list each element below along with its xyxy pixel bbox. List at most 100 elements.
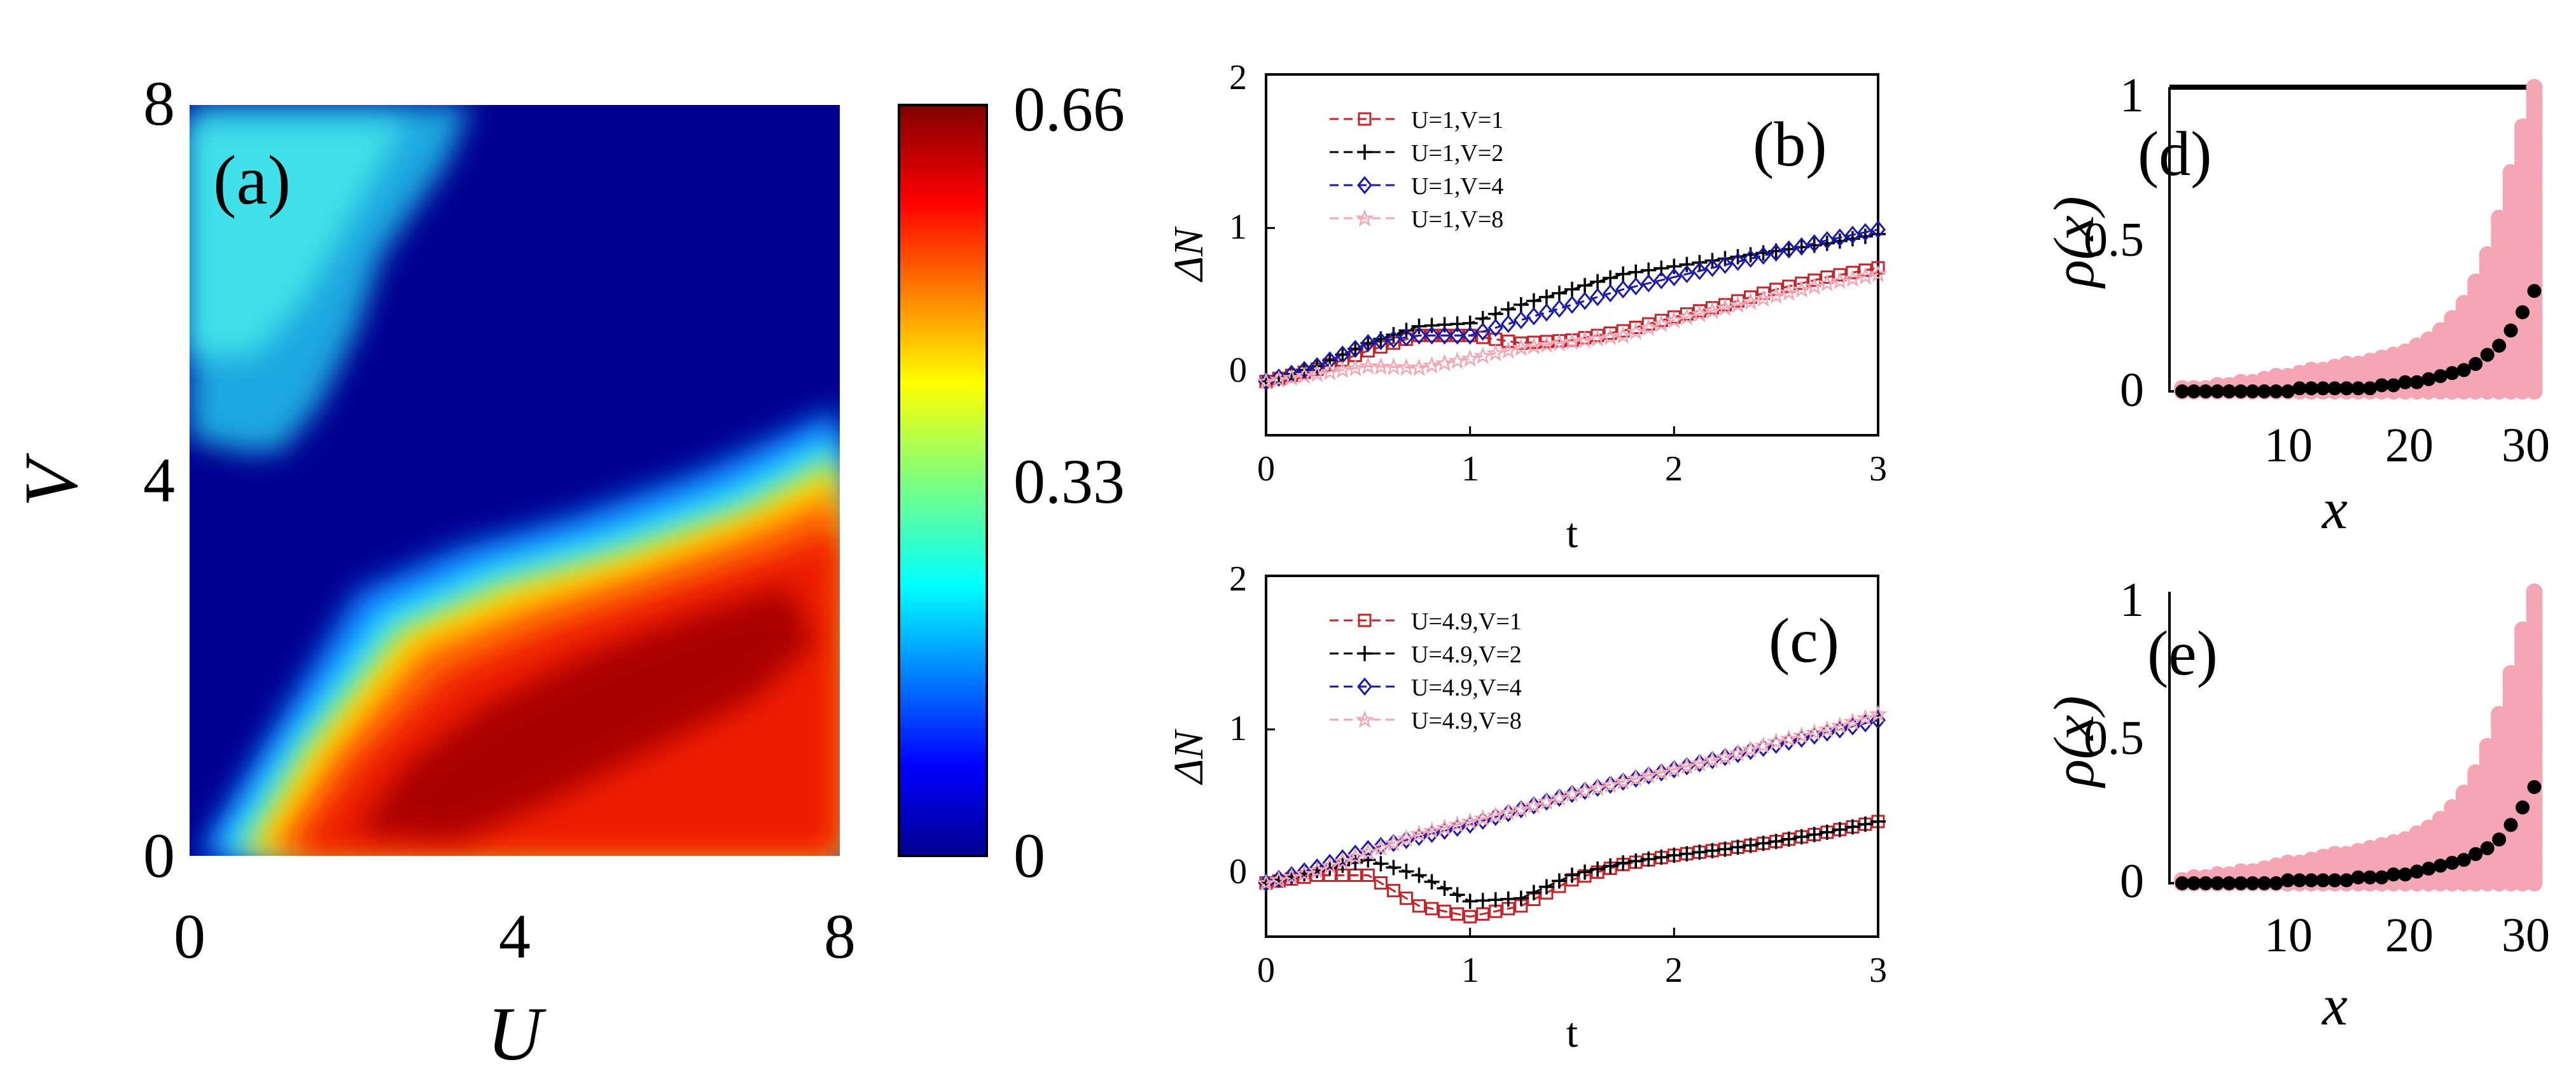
series-marker-U=4.9,V=2 bbox=[1743, 837, 1758, 853]
heatmap-region-darkred bbox=[356, 585, 814, 840]
series-marker-U=4.9,V=1 bbox=[1374, 876, 1388, 890]
mean-point bbox=[2339, 873, 2354, 888]
mean-point bbox=[2187, 384, 2201, 398]
series-marker-U=1,V=4 bbox=[1347, 339, 1363, 358]
panel-c-xtick-1: 1 bbox=[1461, 951, 1479, 990]
series-marker-U=1,V=4 bbox=[1475, 322, 1491, 341]
panel-e-ylabel: ρ(x) bbox=[2043, 695, 2106, 788]
series-marker-U=1,V=4 bbox=[1322, 351, 1338, 370]
panel-b: 2 1 0 0 1 2 3 t ΔN (b) U=1,V=1 U=1,V=2 U=1… bbox=[1166, 58, 1888, 557]
mean-point bbox=[2234, 876, 2248, 890]
series-marker-U=1,V=2 bbox=[1500, 302, 1516, 318]
series-marker-U=1,V=8 bbox=[1703, 302, 1722, 319]
panel-c-ylabel: ΔN bbox=[1166, 729, 1212, 786]
series-marker-U=1,V=8 bbox=[1818, 274, 1837, 292]
spread-point bbox=[2526, 583, 2543, 600]
series-marker-U=1,V=4 bbox=[1487, 318, 1503, 337]
series-marker-U=1,V=8 bbox=[1869, 265, 1888, 283]
legend-label-U=1,V=2: U=1,V=2 bbox=[1411, 140, 1503, 167]
series-marker-U=1,V=1 bbox=[1641, 317, 1655, 331]
mean-point bbox=[2339, 381, 2354, 396]
mean-point bbox=[2445, 855, 2460, 870]
series-marker-U=1,V=2 bbox=[1666, 258, 1682, 274]
mean-point bbox=[2492, 339, 2507, 353]
series-marker-U=1,V=8 bbox=[1524, 337, 1543, 355]
series-marker-U=1,V=8 bbox=[1473, 346, 1493, 365]
series-marker-U=1,V=8 bbox=[1333, 360, 1352, 379]
series-marker-U=4.9,V=8 bbox=[1512, 800, 1531, 818]
series-line-U=1,V=4 bbox=[1265, 228, 1879, 383]
series-marker-U=1,V=2 bbox=[1513, 297, 1529, 312]
series-marker-U=1,V=4 bbox=[1768, 243, 1784, 262]
series-marker-U=4.9,V=4 bbox=[1284, 866, 1300, 884]
panel-b-ytick-1: 1 bbox=[1229, 207, 1247, 247]
series-marker-U=4.9,V=8 bbox=[1639, 766, 1658, 784]
mean-point bbox=[2374, 378, 2389, 393]
legend-label-U=4.9,V=4: U=4.9,V=4 bbox=[1411, 674, 1522, 701]
series-marker-U=4.9,V=8 bbox=[1843, 712, 1862, 730]
series-marker-U=1,V=4 bbox=[1462, 326, 1478, 345]
series-marker-U=1,V=8 bbox=[1512, 338, 1531, 356]
series-marker-U=4.9,V=2 bbox=[1654, 849, 1669, 865]
mean-point bbox=[2304, 873, 2318, 888]
panel-d-xtick-20: 20 bbox=[2385, 419, 2433, 472]
series-marker-U=4.9,V=8 bbox=[1282, 867, 1301, 885]
series-marker-U=4.9,V=4 bbox=[1322, 853, 1338, 872]
series-marker-U=1,V=8 bbox=[1295, 366, 1314, 384]
mean-point bbox=[2516, 305, 2530, 319]
series-marker-U=1,V=4 bbox=[1717, 255, 1733, 274]
series-marker-U=4.9,V=8 bbox=[1307, 861, 1326, 879]
mean-point bbox=[2480, 841, 2495, 856]
series-marker-U=4.9,V=1 bbox=[1438, 904, 1452, 918]
panel-b-ytick-2: 2 bbox=[1229, 58, 1247, 97]
series-marker-U=1,V=2 bbox=[1411, 318, 1427, 334]
series-marker-U=4.9,V=8 bbox=[1792, 726, 1811, 744]
series-marker-U=4.9,V=8 bbox=[1333, 852, 1352, 870]
series-marker-U=4.9,V=2 bbox=[1679, 846, 1695, 862]
series-marker-U=4.9,V=8 bbox=[1499, 803, 1518, 821]
series-marker-U=1,V=8 bbox=[1563, 332, 1582, 350]
panel-e-xlabel: x bbox=[2321, 974, 2348, 1037]
panel-c-ytick-1: 1 bbox=[1229, 709, 1247, 748]
series-marker-U=4.9,V=2 bbox=[1373, 856, 1389, 872]
series-marker-U=4.9,V=8 bbox=[1473, 809, 1493, 827]
panel-b-axes bbox=[1265, 73, 1879, 437]
series-marker-U=1,V=4 bbox=[1628, 277, 1644, 296]
series-marker-U=4.9,V=8 bbox=[1830, 716, 1849, 734]
series-marker-U=1,V=4 bbox=[1500, 314, 1516, 333]
mean-point bbox=[2281, 873, 2295, 888]
panel-d-label: (d) bbox=[2138, 118, 2212, 189]
mean-point bbox=[2468, 847, 2483, 862]
colorbar-tick-max: 0.66 bbox=[1013, 74, 1125, 144]
mean-point bbox=[2386, 378, 2401, 393]
series-marker-U=1,V=8 bbox=[1690, 304, 1709, 323]
series-marker-U=4.9,V=2 bbox=[1398, 863, 1414, 879]
panel-d-xlabel: x bbox=[2321, 478, 2348, 541]
mean-point bbox=[2456, 363, 2471, 377]
panel-c-ytick-2: 2 bbox=[1229, 559, 1247, 599]
series-marker-U=4.9,V=8 bbox=[1652, 763, 1671, 781]
series-marker-U=4.9,V=1 bbox=[1412, 899, 1426, 913]
series-marker-U=1,V=2 bbox=[1526, 293, 1542, 309]
panel-e-ytick-05: 0.5 bbox=[2084, 711, 2144, 765]
mean-point bbox=[2304, 381, 2318, 396]
series-marker-U=1,V=8 bbox=[1448, 351, 1467, 369]
series-marker-U=1,V=8 bbox=[1716, 298, 1734, 316]
series-marker-U=1,V=8 bbox=[1269, 370, 1288, 388]
legend-label-U=1,V=1: U=1,V=1 bbox=[1411, 107, 1503, 134]
panel-c-xlabel: t bbox=[1566, 1010, 1578, 1056]
series-marker-U=1,V=8 bbox=[1601, 328, 1620, 346]
series-marker-U=1,V=2 bbox=[1717, 251, 1733, 267]
series-marker-U=1,V=4 bbox=[1526, 307, 1542, 326]
heatmap-region-cyan bbox=[190, 121, 407, 356]
series-marker-U=1,V=8 bbox=[1843, 269, 1862, 287]
series-marker-U=1,V=2 bbox=[1870, 226, 1886, 242]
series-marker-U=1,V=4 bbox=[1781, 240, 1797, 259]
series-marker-U=4.9,V=2 bbox=[1819, 824, 1835, 840]
series-marker-U=4.9,V=8 bbox=[1384, 834, 1403, 851]
series-marker-U=1,V=1 bbox=[1501, 334, 1515, 348]
series-marker-U=1,V=1 bbox=[1871, 261, 1885, 275]
mean-point bbox=[2468, 356, 2483, 371]
mean-point bbox=[2421, 372, 2436, 386]
